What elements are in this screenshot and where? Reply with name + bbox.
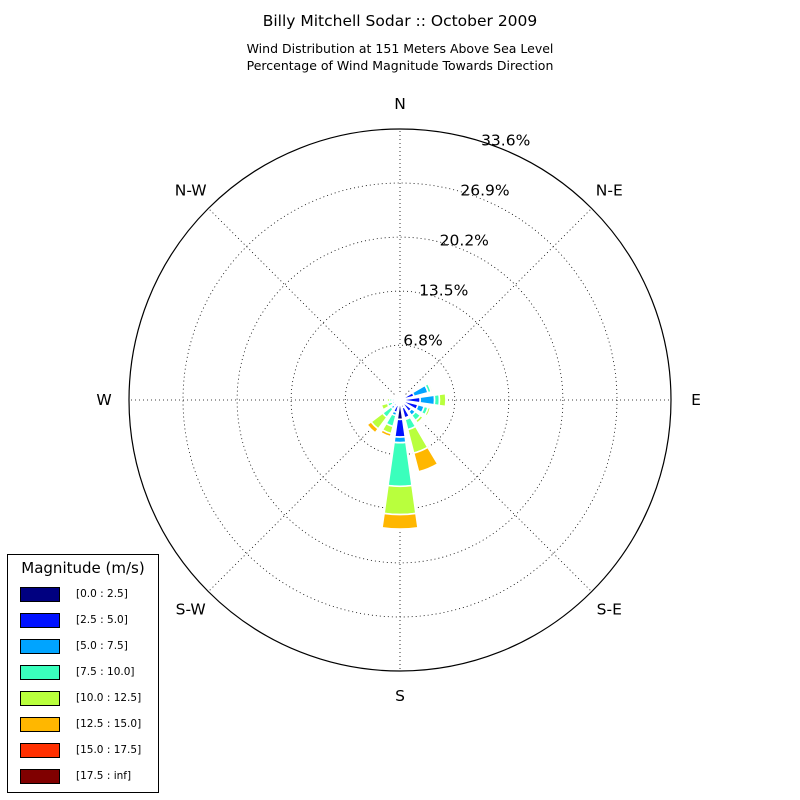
wind-wedge [426, 381, 434, 393]
direction-label: E [691, 391, 701, 409]
grid-circle [182, 182, 618, 618]
legend-swatch [20, 717, 60, 732]
wind-wedge [387, 441, 413, 488]
wind-wedge [423, 406, 432, 418]
radial-tick-label: 13.5% [419, 281, 468, 299]
radial-spoke [399, 399, 592, 592]
wind-wedge [381, 512, 419, 530]
wind-wedge [392, 395, 396, 400]
grid-circle [290, 290, 510, 510]
radial-tick-label: 20.2% [440, 232, 489, 250]
radial-spoke [208, 208, 401, 401]
legend-label: [15.0 : 17.5] [76, 744, 142, 756]
grid-circle [236, 236, 564, 564]
legend-label: [10.0 : 12.5] [76, 692, 142, 704]
direction-label: S [395, 687, 405, 705]
direction-label: S-W [176, 600, 206, 618]
legend-swatch [20, 743, 60, 758]
chart-subtitle-1: Wind Distribution at 151 Meters Above Se… [246, 41, 554, 56]
direction-label: N [394, 95, 406, 113]
polar-frame [128, 128, 672, 672]
legend-label: [5.0 : 7.5] [76, 640, 128, 652]
direction-label: W [96, 391, 111, 409]
legend-label: [17.5 : inf] [76, 770, 132, 782]
wind-wedge [386, 397, 391, 403]
wind-wedge [419, 394, 436, 406]
legend-swatch [20, 613, 60, 628]
wind-wedge [417, 417, 427, 427]
legend-swatch [20, 639, 60, 654]
legend: Magnitude (m/s) [0.0 : 2.5] [2.5 : 5.0] [5… [7, 554, 159, 793]
legend-swatch [20, 587, 60, 602]
chart-subtitle-2: Percentage of Wind Magnitude Towards Dir… [246, 58, 554, 73]
direction-label: N-E [596, 182, 623, 200]
wind-wedge [438, 392, 447, 408]
wind-wedge [400, 392, 405, 397]
direction-label: N-W [175, 182, 207, 200]
direction-label: S-E [597, 600, 622, 618]
chart-title: Billy Mitchell Sodar :: October 2009 [262, 12, 538, 30]
legend-swatch [20, 691, 60, 706]
legend-swatch [20, 665, 60, 680]
legend-swatch [20, 769, 60, 784]
legend-label: [2.5 : 5.0] [76, 614, 128, 626]
radial-tick-label: 33.6% [481, 132, 530, 150]
wind-wedge [383, 484, 417, 516]
legend-title: Magnitude (m/s) [21, 559, 145, 577]
grid-circle [344, 344, 456, 456]
radial-tick-label: 6.8% [403, 331, 442, 349]
radial-spoke [399, 208, 592, 401]
wind-wedge [365, 420, 380, 435]
wind-wedge [379, 428, 393, 438]
legend-label: [12.5 : 15.0] [76, 718, 142, 730]
legend-label: [0.0 : 2.5] [76, 588, 128, 600]
wind-wedge [380, 402, 391, 411]
wind-wedge [412, 446, 439, 473]
wind-wedge [396, 394, 400, 398]
wind-wedge [393, 418, 407, 438]
radial-tick-label: 26.9% [460, 182, 509, 200]
legend-label: [7.5 : 10.0] [76, 666, 135, 678]
